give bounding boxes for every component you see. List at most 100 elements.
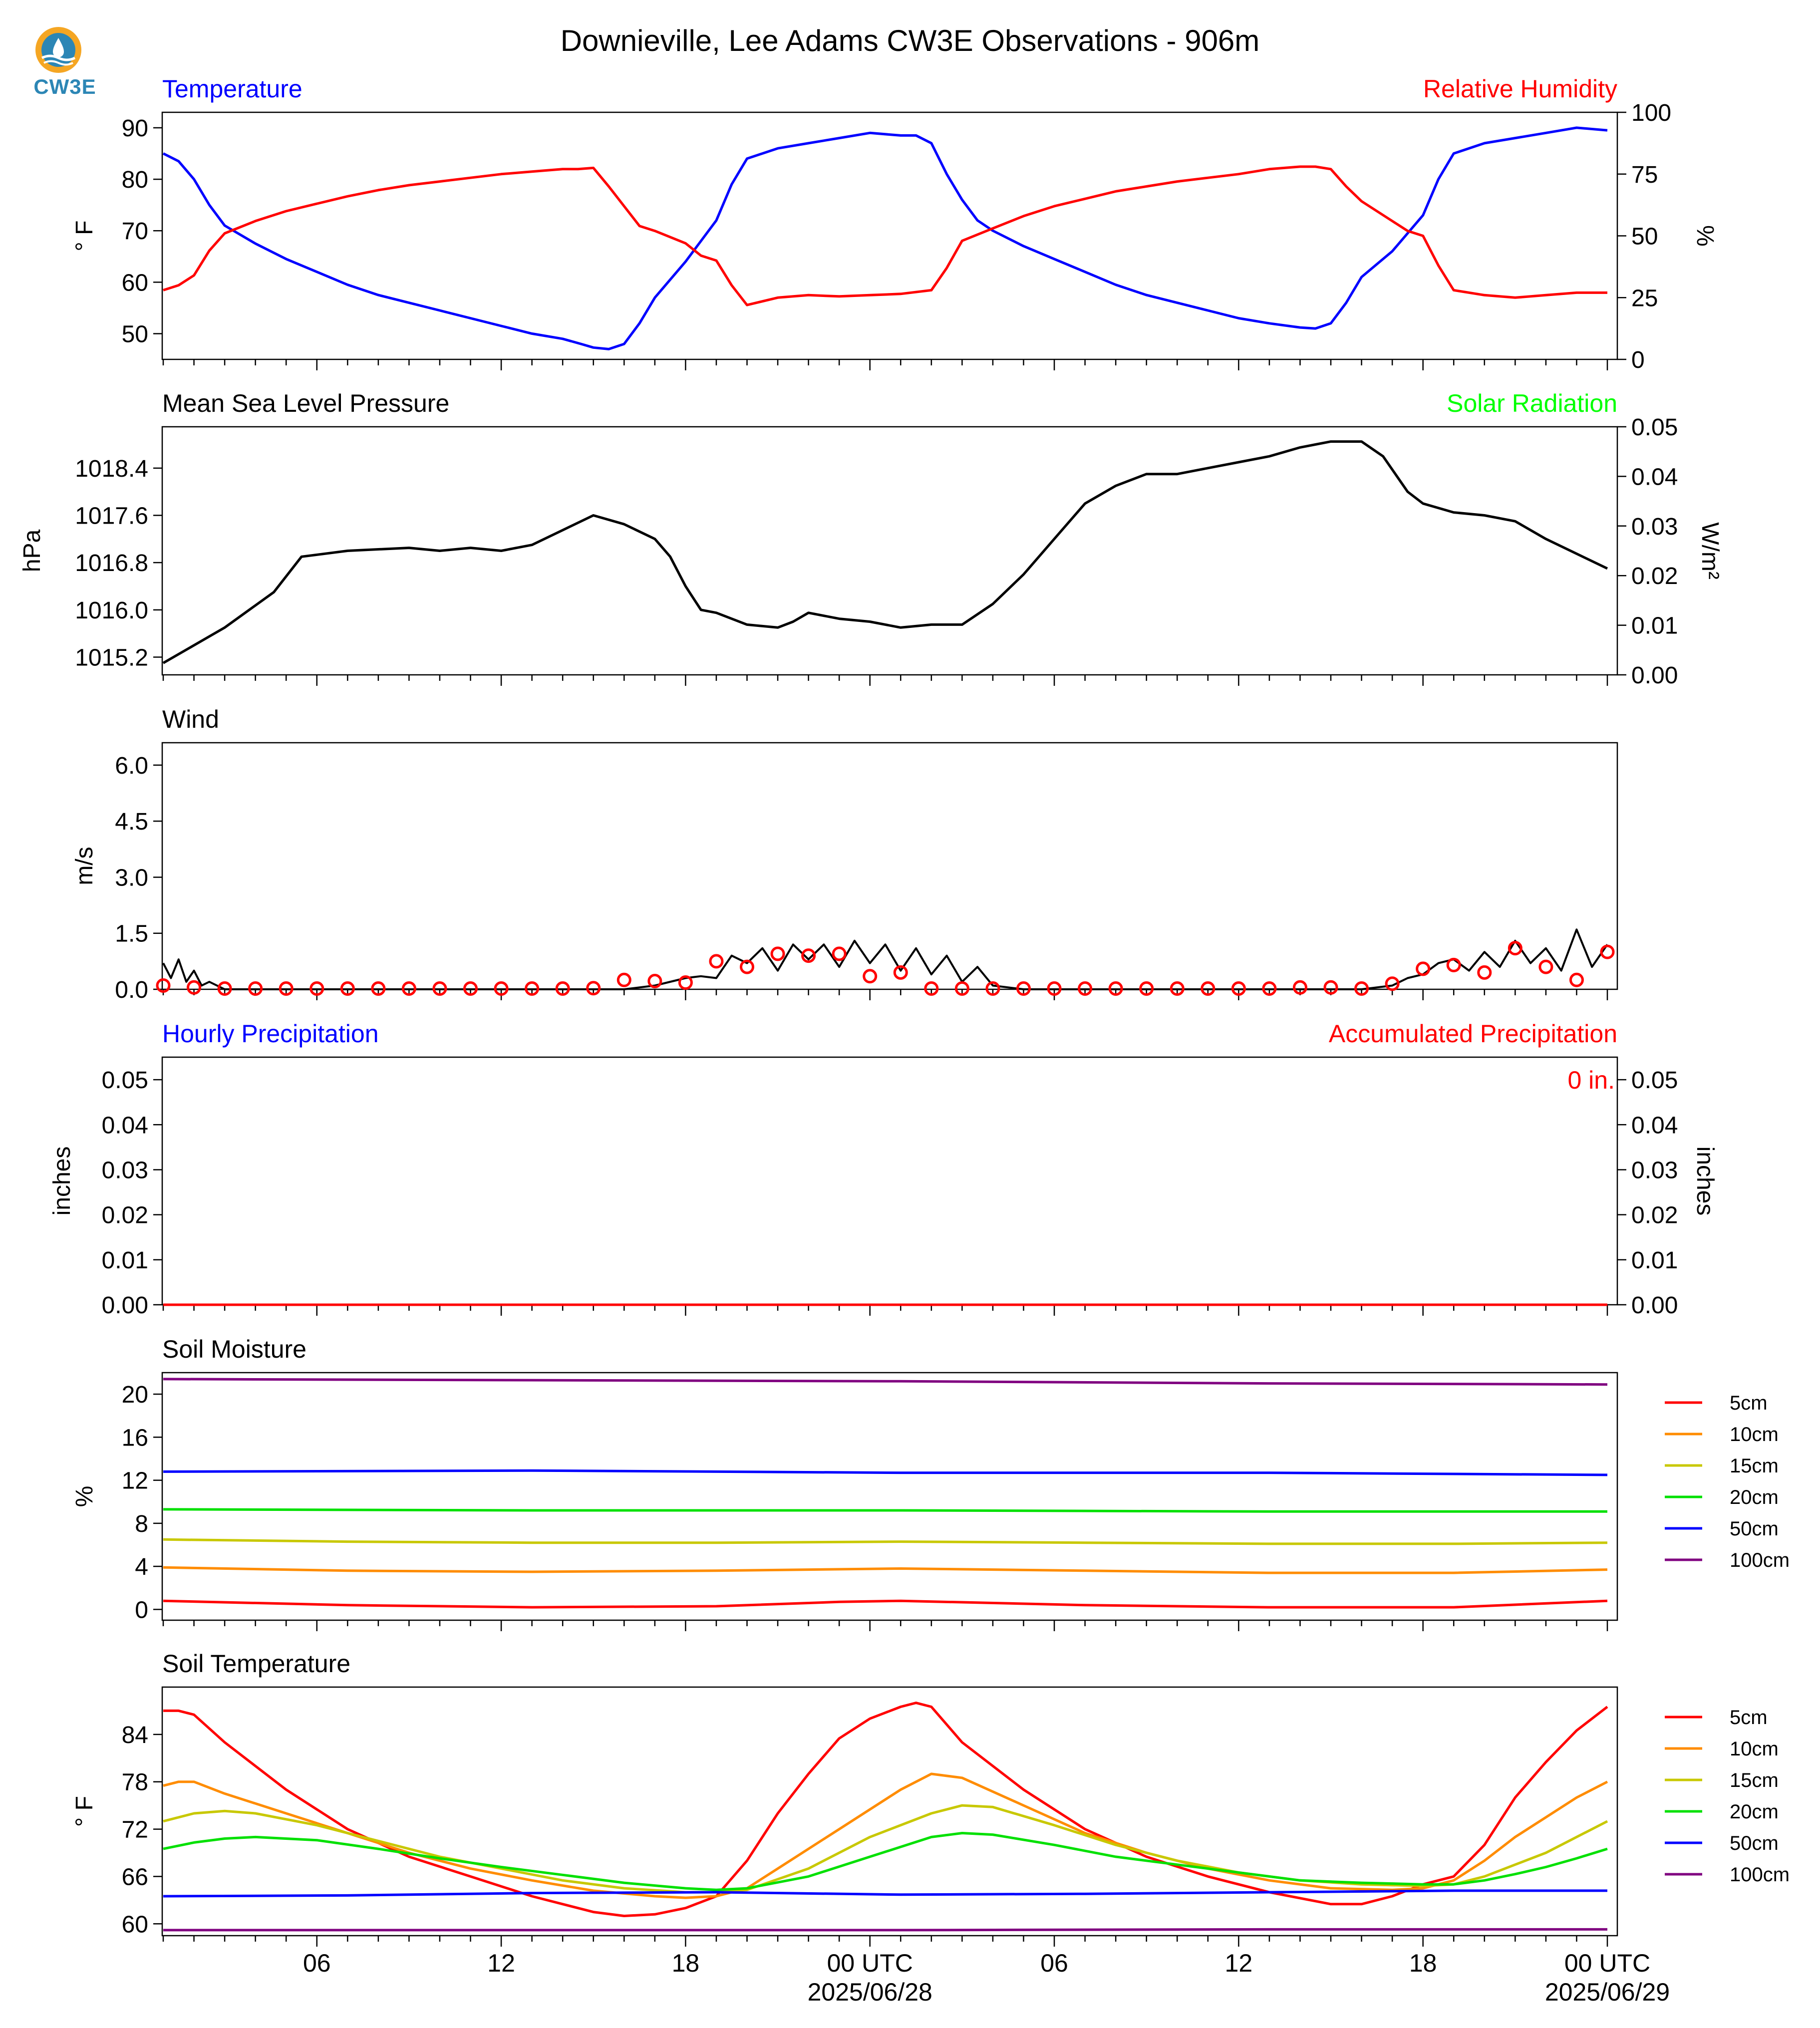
accumulated-precip-value: 0 in. <box>1567 1066 1615 1094</box>
y-tick-label: 78 <box>122 1769 148 1796</box>
legend-label: 5cm <box>1730 1707 1768 1729</box>
wind-hourly-marker <box>1354 981 1369 996</box>
x-date-label: 2025/06/29 <box>1545 1978 1670 2006</box>
y-tick-label: 0.04 <box>102 1112 148 1139</box>
y-tick-label: 1015.2 <box>75 645 148 671</box>
y-tick-label: 50 <box>122 321 148 347</box>
soil_moisture-y-axis-label: % <box>71 1486 98 1507</box>
wind-frame <box>161 742 1618 990</box>
wind-hourly-marker <box>586 981 601 996</box>
y-tick-label: 6.0 <box>115 753 148 779</box>
y-tick-label: 70 <box>122 218 148 245</box>
wind-hourly-marker <box>1538 959 1553 974</box>
y-tick-label: 12 <box>122 1468 148 1494</box>
series-line-5cm <box>163 1599 1608 1609</box>
y2-tick-label: 100 <box>1631 100 1671 126</box>
wind-hourly-marker <box>1078 981 1093 996</box>
wind-hourly-marker <box>156 978 171 993</box>
wind-hourly-marker <box>616 972 631 987</box>
legend-label: 5cm <box>1730 1392 1768 1414</box>
legend-label: 100cm <box>1730 1549 1790 1571</box>
precip-right-title: Accumulated Precipitation <box>1329 1020 1617 1048</box>
precip-y-axis-label: inches <box>49 1147 75 1216</box>
x-tick-label: 12 <box>1225 1949 1253 1977</box>
panels-group: Temperature Relative Humidity5060708090° … <box>19 75 1790 2006</box>
pressure-y2-axis-label: W/m² <box>1697 522 1723 579</box>
pressure-frame <box>161 426 1618 676</box>
temp_rh-panel: Temperature Relative Humidity 50 60 70 80 90 ° … <box>71 75 1718 373</box>
chart-title: Downieville, Lee Adams CW3E Observations… <box>561 24 1260 57</box>
y2-tick-label: 0.00 <box>1631 662 1678 689</box>
y-tick-label: 66 <box>122 1864 148 1890</box>
wind-hourly-marker <box>1292 980 1307 995</box>
series-line-20cm <box>163 1508 1607 1513</box>
y-tick-label: 1017.6 <box>75 503 148 530</box>
pressure-left-title: Mean Sea Level Pressure <box>162 389 449 417</box>
cw3e-logo-icon <box>31 19 116 104</box>
y2-tick-label: 0 <box>1631 347 1645 373</box>
wind-hourly-marker <box>770 946 785 961</box>
x-tick-label: 18 <box>1409 1949 1437 1977</box>
legend-label: 50cm <box>1730 1832 1779 1854</box>
y-tick-label: 0.03 <box>102 1157 148 1183</box>
precip-frame <box>161 1056 1618 1306</box>
y2-tick-label: 0.04 <box>1631 1112 1678 1139</box>
series-line-100cm <box>163 1928 1607 1932</box>
wind-hourly-marker <box>340 981 355 996</box>
wind-hourly-marker <box>801 948 816 963</box>
temp_rh-left-title: Temperature <box>162 75 303 103</box>
wind-hourly-marker <box>309 981 324 996</box>
wind-hourly-marker <box>1231 981 1246 996</box>
y-tick-label: 80 <box>122 167 148 193</box>
y2-tick-label: 0.01 <box>1631 613 1678 639</box>
wind-hourly-marker <box>740 959 755 974</box>
legend-label: 15cm <box>1730 1455 1779 1477</box>
legend-label: 10cm <box>1730 1424 1779 1446</box>
wind-hourly-marker <box>1108 981 1123 996</box>
wind-hourly-marker <box>555 981 570 996</box>
y2-tick-label: 0.04 <box>1631 464 1678 490</box>
wind-hourly-marker <box>494 981 509 996</box>
series-line-wind-speed <box>162 928 1608 990</box>
y-tick-label: 20 <box>122 1382 148 1408</box>
y-tick-label: 0.0 <box>115 977 148 1003</box>
y-tick-label: 8 <box>135 1511 148 1537</box>
wind-hourly-marker <box>1600 944 1615 959</box>
y-tick-label: 4.5 <box>115 809 148 835</box>
series-line-15cm <box>163 1538 1608 1545</box>
temp_rh-frame <box>161 111 1618 360</box>
legend-label: 20cm <box>1730 1801 1779 1823</box>
legend-label: 50cm <box>1730 1518 1779 1540</box>
wind-hourly-marker <box>1385 976 1400 991</box>
soil_moisture-frame <box>161 1372 1618 1621</box>
cw3e-logo-text: CW3E <box>33 75 96 98</box>
wind-hourly-marker <box>1446 957 1461 972</box>
x-date-label: 2025/06/28 <box>808 1978 932 2006</box>
y-tick-label: 72 <box>122 1817 148 1843</box>
wind-hourly-marker <box>217 981 232 996</box>
legend-label: 100cm <box>1730 1864 1790 1886</box>
y-tick-label: 0.05 <box>102 1067 148 1094</box>
y-tick-label: 1016.0 <box>75 597 148 624</box>
y2-tick-label: 0.00 <box>1631 1292 1678 1319</box>
wind-hourly-marker <box>1201 981 1215 996</box>
x-tick-label: 12 <box>487 1949 515 1977</box>
y-tick-label: 84 <box>122 1722 148 1748</box>
wind-left-title: Wind <box>162 705 219 733</box>
wind-hourly-marker <box>985 981 1000 996</box>
wind-hourly-marker <box>954 981 969 996</box>
series-line-relative-humidity <box>163 165 1607 306</box>
y-tick-label: 0.01 <box>102 1247 148 1274</box>
wind-hourly-marker <box>1139 981 1154 996</box>
y2-tick-label: 0.01 <box>1631 1247 1678 1274</box>
soil_moisture-left-title: Soil Moisture <box>162 1335 306 1363</box>
wind-hourly-marker <box>863 969 878 984</box>
series-line-temperature <box>162 126 1608 350</box>
x-tick-label: 00 UTC <box>1564 1949 1650 1977</box>
wind-hourly-marker <box>432 981 447 996</box>
y-tick-label: 3.0 <box>115 865 148 891</box>
y-tick-label: 60 <box>122 1911 148 1938</box>
series-line-20cm <box>163 1832 1608 1891</box>
wind-hourly-marker <box>401 981 416 996</box>
